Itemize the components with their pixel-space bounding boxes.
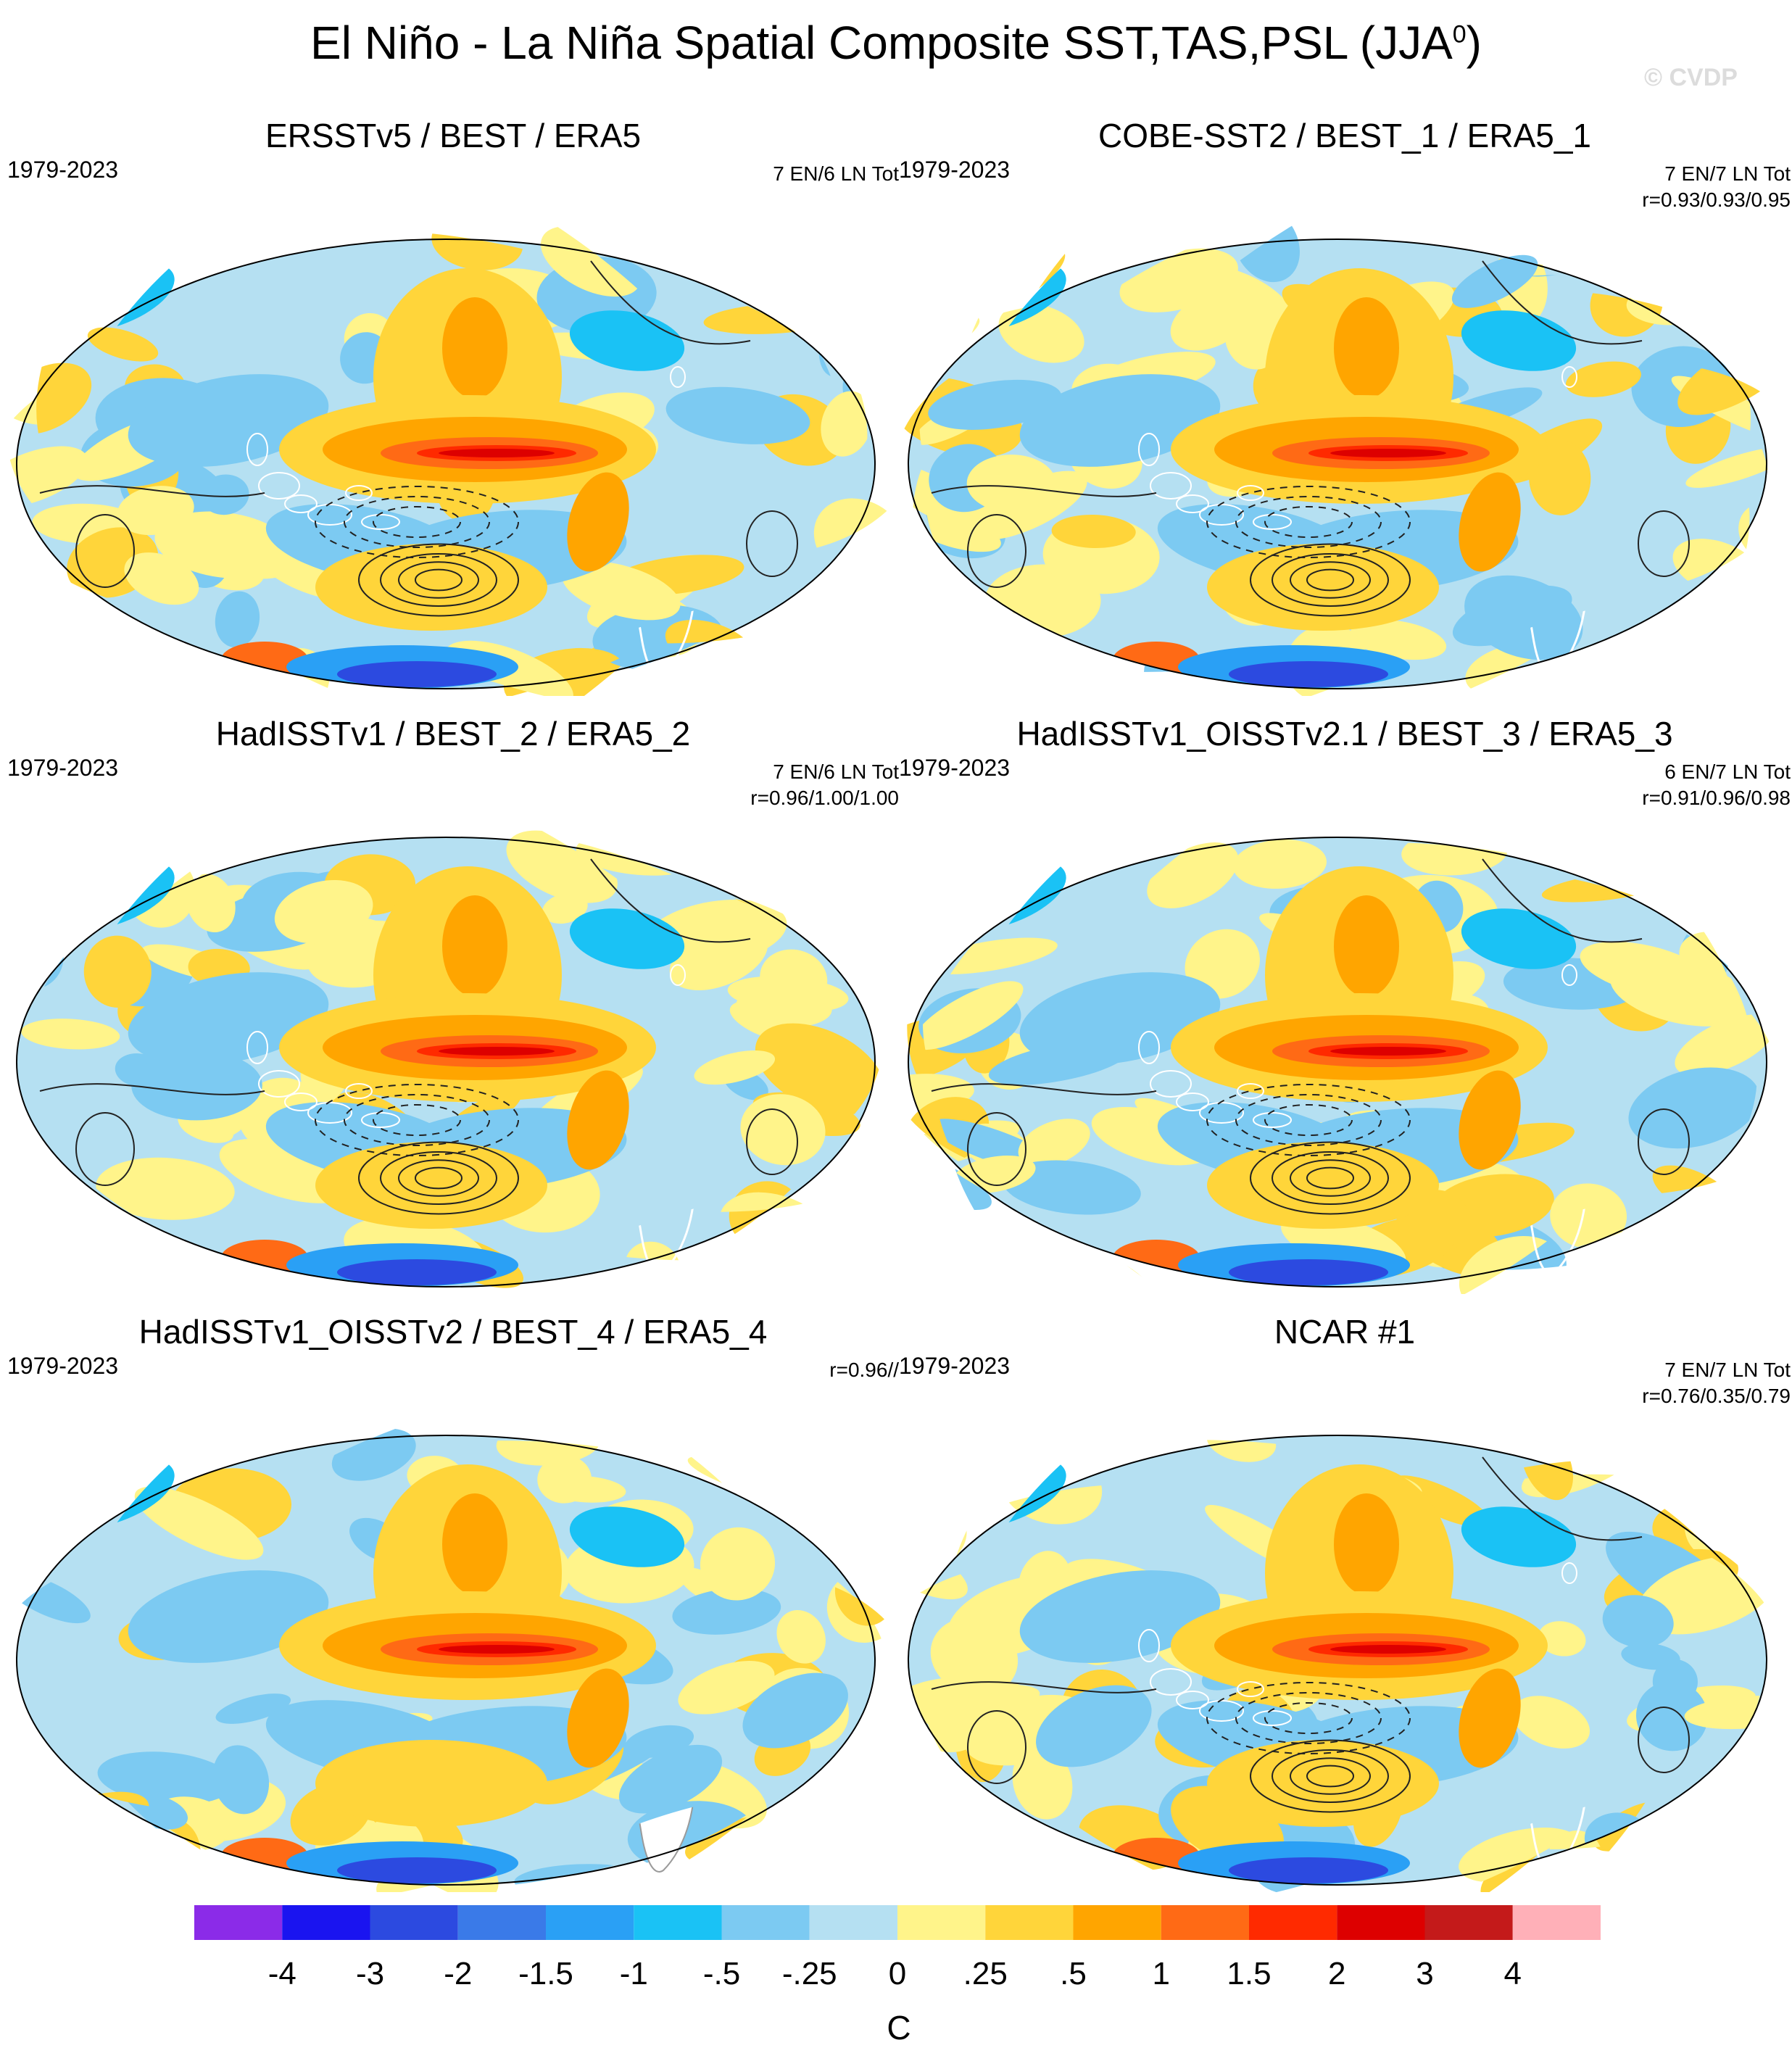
anomaly-field bbox=[899, 823, 1791, 1294]
colorbar-swatch bbox=[1424, 1905, 1513, 1940]
colorbar-tick-label: 1.5 bbox=[1227, 1956, 1272, 1991]
map-panel-2: COBE-SST2 / BEST_1 / ERA5_1 1979-2023 7 … bbox=[899, 116, 1791, 696]
map-4 bbox=[899, 823, 1791, 1294]
colorbar-tick-label: 1 bbox=[1152, 1956, 1170, 1991]
colorbar-tick-label: 4 bbox=[1503, 1956, 1522, 1991]
figure-title-close: ) bbox=[1466, 17, 1482, 69]
map-2 bbox=[899, 205, 1791, 696]
panel-stats-line1: 7 EN/7 LN Tot bbox=[1664, 1359, 1791, 1381]
map-panel-4: HadISSTv1_OISSTv2.1 / BEST_3 / ERA5_3 19… bbox=[899, 714, 1791, 1294]
panel-title: COBE-SST2 / BEST_1 / ERA5_1 bbox=[1098, 117, 1592, 154]
panel-stats-line2: r=0.91/0.96/0.98 bbox=[1642, 787, 1791, 809]
psl-contours bbox=[931, 858, 1690, 1215]
panel-title: HadISSTv1 / BEST_2 / ERA5_2 bbox=[215, 715, 691, 752]
panel-stats-line2: r=0.76/0.35/0.79 bbox=[1642, 1385, 1791, 1407]
colorbar-tick-label: .5 bbox=[1060, 1956, 1087, 1991]
panel-stats-line1: 7 EN/6 LN Tot bbox=[773, 162, 899, 185]
map-outline bbox=[16, 239, 876, 689]
panel-title: HadISSTv1_OISSTv2.1 / BEST_3 / ERA5_3 bbox=[1016, 715, 1673, 752]
figure-title-text: El Niño - La Niña Spatial Composite SST,… bbox=[310, 17, 1453, 69]
map-6 bbox=[899, 1421, 1787, 1892]
colorbar-swatch bbox=[1073, 1905, 1161, 1940]
colorbar-swatch bbox=[1161, 1905, 1249, 1940]
colorbar-unit: C bbox=[887, 2009, 911, 2047]
panel-period: 1979-2023 bbox=[899, 157, 1011, 183]
map-panel-5: HadISSTv1_OISSTv2 / BEST_4 / ERA5_4 1979… bbox=[7, 1312, 899, 1892]
panel-stats-line1: 7 EN/6 LN Tot bbox=[773, 760, 899, 783]
colorbar-swatch bbox=[546, 1905, 634, 1940]
psl-contours bbox=[39, 858, 798, 1215]
colorbar-tick-label: 0 bbox=[888, 1956, 907, 1991]
panel-stats-line1: 6 EN/7 LN Tot bbox=[1664, 760, 1791, 783]
panel-stats-line2: r=0.96/1.00/1.00 bbox=[750, 787, 899, 809]
colorbar-swatch bbox=[721, 1905, 810, 1940]
colorbar-swatch bbox=[1337, 1905, 1425, 1940]
anomaly-field bbox=[899, 205, 1791, 696]
colorbar-tick-label: -.5 bbox=[702, 1956, 741, 1991]
panel-title: HadISSTv1_OISSTv2 / BEST_4 / ERA5_4 bbox=[138, 1313, 768, 1351]
map-panel-6: NCAR #1 1979-2023 7 EN/7 LN Tot r=0.76/0… bbox=[899, 1312, 1791, 1892]
map-outline bbox=[908, 239, 1767, 689]
colorbar-tick-label: -1.5 bbox=[518, 1956, 573, 1991]
panel-period: 1979-2023 bbox=[7, 1353, 119, 1379]
figure-title-superscript: 0 bbox=[1452, 20, 1467, 49]
panel-title: NCAR #1 bbox=[1274, 1313, 1416, 1351]
map-panel-3: HadISSTv1 / BEST_2 / ERA5_2 1979-2023 7 … bbox=[7, 714, 899, 1294]
colorbar-swatch bbox=[809, 1905, 897, 1940]
map-panel-1: ERSSTv5 / BEST / ERA5 1979-2023 7 EN/6 L… bbox=[7, 116, 899, 696]
colorbar-swatch bbox=[1249, 1905, 1337, 1940]
map-outline bbox=[16, 837, 876, 1288]
psl-contours bbox=[931, 260, 1690, 617]
map-5 bbox=[7, 1414, 899, 1892]
colorbar-tick-label: .25 bbox=[963, 1956, 1008, 1991]
panel-title: ERSSTv5 / BEST / ERA5 bbox=[265, 117, 642, 154]
map-outline bbox=[908, 837, 1767, 1288]
panel-stats-line2: r=0.93/0.93/0.95 bbox=[1642, 188, 1791, 211]
cvdp-watermark: © CVDP bbox=[1644, 64, 1738, 91]
colorbar bbox=[194, 1905, 1601, 1940]
colorbar-swatch bbox=[634, 1905, 722, 1940]
panel-stats-line1: 7 EN/7 LN Tot bbox=[1664, 162, 1791, 185]
colorbar-swatch bbox=[1512, 1905, 1601, 1940]
colorbar-swatch bbox=[194, 1905, 283, 1940]
map-1 bbox=[7, 214, 899, 696]
panel-period: 1979-2023 bbox=[899, 1353, 1011, 1379]
panel-period: 1979-2023 bbox=[7, 755, 119, 781]
colorbar-tick-label: -4 bbox=[267, 1956, 296, 1991]
colorbar-swatch bbox=[457, 1905, 546, 1940]
panel-period: 1979-2023 bbox=[899, 755, 1011, 781]
figure-title: El Niño - La Niña Spatial Composite SST,… bbox=[0, 16, 1792, 70]
colorbar-swatch bbox=[370, 1905, 458, 1940]
panel-stats-line1: r=0.96// bbox=[829, 1359, 899, 1381]
map-outline bbox=[908, 1435, 1767, 1886]
colorbar-tick-label: -.25 bbox=[781, 1956, 837, 1991]
anomaly-field bbox=[899, 1421, 1787, 1892]
colorbar-tick-label: -3 bbox=[355, 1956, 385, 1991]
colorbar-swatch bbox=[282, 1905, 370, 1940]
colorbar-tick-label: 3 bbox=[1416, 1956, 1434, 1991]
map-3 bbox=[7, 829, 899, 1294]
colorbar-swatch bbox=[985, 1905, 1074, 1940]
colorbar-swatch bbox=[897, 1905, 986, 1940]
map-outline bbox=[16, 1435, 876, 1886]
colorbar-tick-label: 2 bbox=[1328, 1956, 1346, 1991]
colorbar-tick-label: -2 bbox=[444, 1956, 473, 1991]
panel-period: 1979-2023 bbox=[7, 157, 119, 183]
psl-contours bbox=[39, 260, 798, 617]
anomaly-field bbox=[7, 829, 899, 1294]
psl-contours bbox=[931, 1456, 1690, 1813]
colorbar-tick-label: -1 bbox=[619, 1956, 648, 1991]
